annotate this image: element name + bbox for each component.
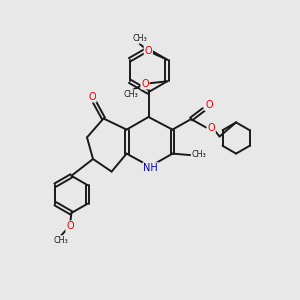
Text: O: O	[141, 79, 149, 89]
Text: CH₃: CH₃	[53, 236, 68, 245]
Text: O: O	[88, 92, 96, 102]
Text: O: O	[207, 123, 215, 133]
Text: CH₃: CH₃	[191, 150, 206, 159]
Text: NH: NH	[143, 163, 158, 173]
Text: O: O	[145, 46, 152, 56]
Text: CH₃: CH₃	[124, 90, 139, 99]
Text: CH₃: CH₃	[132, 34, 147, 43]
Text: O: O	[205, 100, 213, 110]
Text: O: O	[66, 221, 74, 231]
